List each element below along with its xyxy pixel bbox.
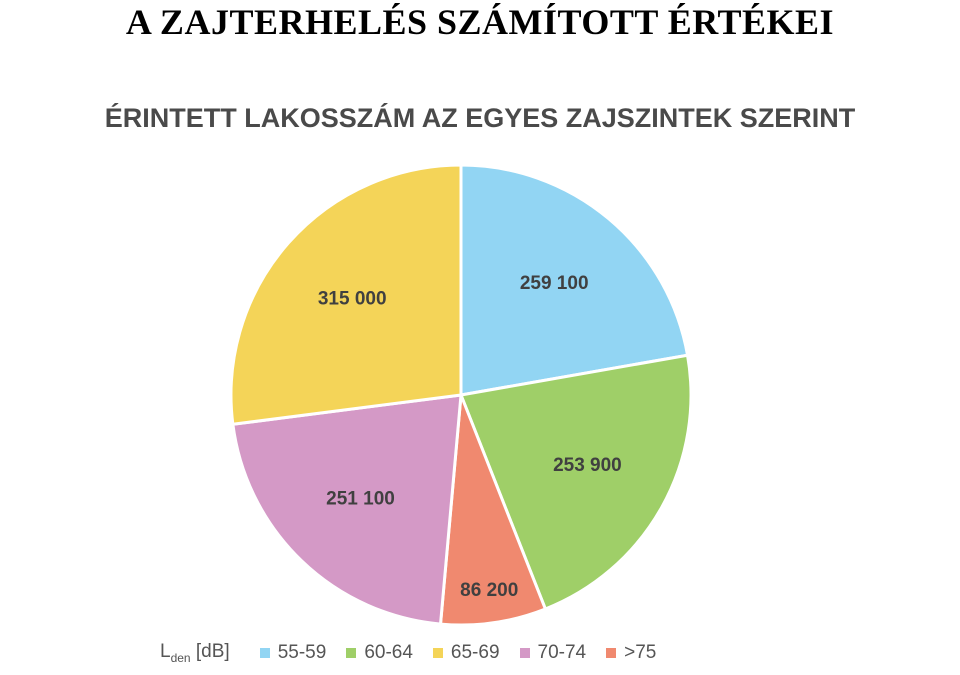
slice-value-label: 315 000 xyxy=(318,288,387,309)
pie-slice-6064 xyxy=(459,353,693,611)
legend-swatch xyxy=(519,648,530,658)
legend-caption-unit: [dB] xyxy=(195,641,230,663)
legend-label: >75 xyxy=(624,642,657,663)
legend-caption: Lden [dB] xyxy=(160,641,230,665)
slice-value-label: 259 100 xyxy=(520,273,589,294)
chart-title: ÉRINTETT LAKOSSZÁM AZ EGYES ZAJSZINTEK S… xyxy=(104,103,856,133)
pie-slice-5559 xyxy=(459,163,690,397)
pie-slice-7074 xyxy=(231,393,463,626)
legend-swatch xyxy=(259,648,270,658)
legend-label: 65-69 xyxy=(450,642,500,663)
legend-label: 70-74 xyxy=(537,642,587,663)
legend-caption-main: L xyxy=(160,641,171,663)
slice-value-label: 86 200 xyxy=(460,580,518,601)
legend-item: 70-74 xyxy=(519,642,587,664)
pie-slice-75 xyxy=(439,393,547,627)
legend-swatch xyxy=(432,648,443,658)
legend-label: 55-59 xyxy=(277,642,327,663)
legend-items: 55-59 60-64 65-69 70-74 >75 xyxy=(259,642,677,664)
pie-slice-6569 xyxy=(229,163,463,426)
legend-swatch xyxy=(346,648,357,658)
legend-item: 60-64 xyxy=(346,642,413,664)
legend-label: 60-64 xyxy=(364,642,413,663)
legend-caption-sub: den xyxy=(170,650,191,665)
slice-value-label: 251 100 xyxy=(326,488,395,509)
slice-value-label: 253 900 xyxy=(553,455,622,476)
legend-item: 65-69 xyxy=(432,642,500,664)
chart-legend: Lden [dB] 55-59 60-64 65-69 70-74 >75 xyxy=(160,638,676,668)
legend-swatch xyxy=(606,648,617,658)
legend-item: 55-59 xyxy=(259,642,327,664)
legend-item: >75 xyxy=(606,642,656,664)
slide-title: A ZAJTERHELÉS SZÁMÍTOTT ÉRTÉKEI xyxy=(125,2,835,42)
